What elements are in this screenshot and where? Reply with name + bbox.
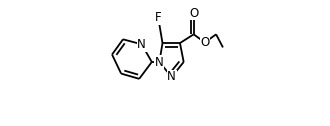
Text: N: N	[167, 70, 176, 83]
Text: N: N	[137, 38, 146, 51]
Text: O: O	[189, 7, 198, 20]
Text: F: F	[155, 11, 162, 24]
Text: N: N	[155, 56, 164, 69]
Text: O: O	[200, 36, 210, 49]
